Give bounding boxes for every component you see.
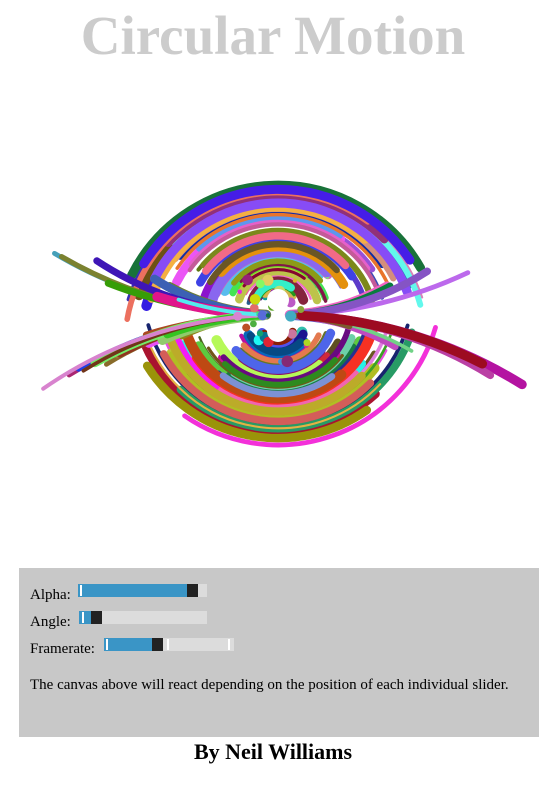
motion-arc-90 bbox=[217, 369, 360, 411]
motion-canvas-area[interactable] bbox=[20, 100, 540, 540]
motion-arc-119 bbox=[231, 328, 336, 374]
motion-dot-1 bbox=[250, 320, 257, 328]
controls-description: The canvas above will react depending on… bbox=[30, 677, 509, 693]
motion-arc-158 bbox=[41, 313, 259, 391]
motion-dot-27 bbox=[287, 329, 297, 339]
motion-arc-106 bbox=[159, 350, 375, 426]
motion-arc-25 bbox=[200, 227, 376, 304]
alpha-slider-fill bbox=[78, 584, 187, 597]
motion-center-0 bbox=[267, 289, 289, 311]
motion-dot-7 bbox=[242, 323, 251, 332]
motion-dot-23 bbox=[262, 274, 274, 286]
motion-dot-25 bbox=[255, 279, 265, 289]
framerate-slider[interactable] bbox=[104, 638, 234, 651]
motion-arc-94 bbox=[142, 361, 372, 443]
motion-arc-117 bbox=[219, 372, 336, 398]
motion-arc-104 bbox=[211, 335, 324, 384]
motion-center-1 bbox=[267, 320, 289, 342]
motion-dot-19 bbox=[249, 294, 261, 305]
motion-arc-40 bbox=[206, 247, 332, 310]
motion-dot-16 bbox=[292, 278, 297, 283]
motion-arc-5 bbox=[219, 253, 325, 296]
angle-slider[interactable] bbox=[79, 611, 207, 624]
framerate-slider-tick-mid bbox=[167, 639, 169, 650]
control-panel: Alpha: Angle: Framerate: The canvas abov… bbox=[19, 568, 539, 737]
motion-dot-28 bbox=[265, 313, 271, 318]
motion-dot-29 bbox=[256, 330, 264, 337]
motion-arc-108 bbox=[180, 327, 347, 404]
motion-dot-6 bbox=[250, 303, 259, 313]
page-title: Circular Motion bbox=[80, 5, 466, 66]
angle-slider-fill bbox=[79, 611, 91, 624]
motion-dot-12 bbox=[237, 289, 242, 295]
motion-arc-58 bbox=[175, 212, 392, 289]
motion-arc-46 bbox=[235, 267, 322, 305]
motion-dot-8 bbox=[297, 306, 305, 313]
author-credit: By Neil Williams bbox=[193, 739, 353, 764]
motion-dot-11 bbox=[257, 310, 268, 321]
motion-arc-113 bbox=[221, 356, 339, 388]
framerate-row: Framerate: bbox=[30, 636, 528, 663]
alpha-label: Alpha: bbox=[30, 587, 71, 603]
motion-arc-52 bbox=[150, 198, 412, 297]
motion-arc-43 bbox=[231, 258, 324, 286]
motion-dot-26 bbox=[281, 355, 294, 368]
motion-arc-50 bbox=[187, 222, 380, 292]
motion-dot-21 bbox=[303, 339, 311, 347]
alpha-slider[interactable] bbox=[78, 584, 207, 597]
motion-arc-92 bbox=[149, 344, 382, 430]
framerate-slider-fill bbox=[104, 638, 152, 651]
motion-arc-59 bbox=[207, 241, 340, 286]
framerate-label: Framerate: bbox=[30, 641, 95, 657]
motion-arc-118 bbox=[163, 326, 366, 416]
framerate-slider-tick-end bbox=[228, 639, 230, 650]
motion-arc-159 bbox=[176, 297, 263, 317]
motion-arc-33 bbox=[239, 263, 328, 303]
motion-arc-57 bbox=[202, 232, 350, 275]
motion-arc-74 bbox=[225, 343, 357, 395]
angle-slider-tick bbox=[82, 612, 84, 623]
motion-arc-78 bbox=[182, 325, 438, 448]
alpha-row: Alpha: bbox=[30, 582, 528, 609]
angle-row: Angle: bbox=[30, 609, 528, 636]
motion-arc-110 bbox=[220, 324, 352, 385]
alpha-slider-handle[interactable] bbox=[187, 584, 198, 597]
alpha-slider-tick bbox=[80, 585, 82, 596]
motion-dot-17 bbox=[285, 310, 297, 322]
motion-dot-20 bbox=[233, 311, 243, 321]
motion-arc-48 bbox=[139, 184, 415, 269]
circular-motion-canvas[interactable] bbox=[20, 100, 540, 540]
motion-dot-10 bbox=[242, 274, 253, 286]
motion-arc-29 bbox=[195, 213, 344, 253]
framerate-slider-tick-start bbox=[106, 639, 108, 650]
framerate-slider-handle[interactable] bbox=[152, 638, 163, 651]
angle-slider-handle[interactable] bbox=[91, 611, 102, 624]
motion-arc-157 bbox=[296, 310, 488, 369]
angle-label: Angle: bbox=[30, 614, 71, 630]
